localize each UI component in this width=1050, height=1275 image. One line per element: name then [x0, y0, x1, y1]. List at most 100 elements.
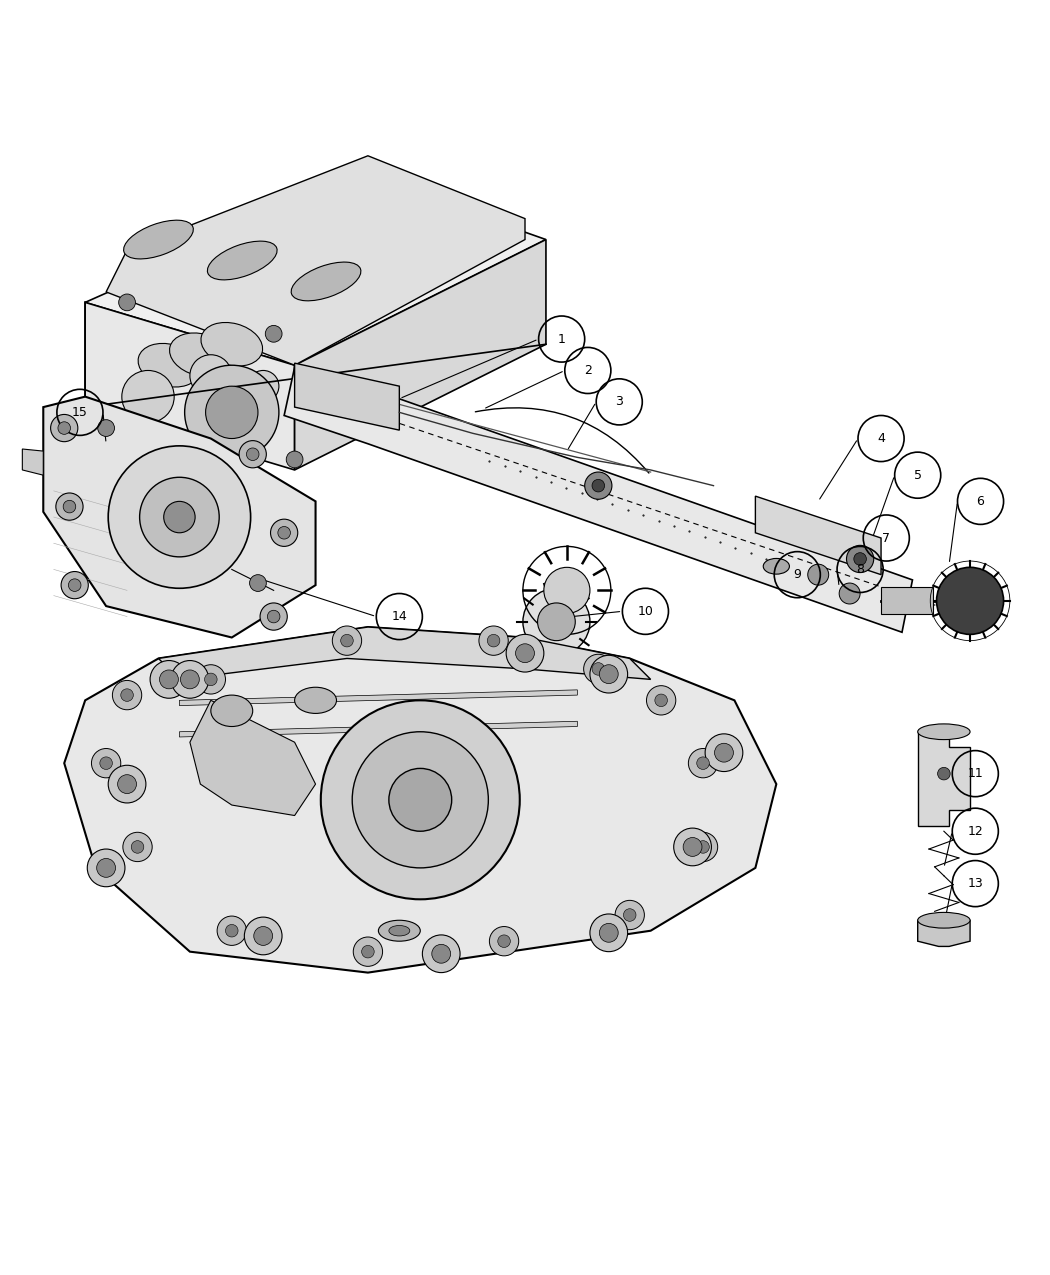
Text: 6: 6 [976, 495, 985, 507]
Circle shape [684, 838, 702, 857]
Text: 12: 12 [967, 825, 983, 838]
Circle shape [697, 840, 710, 853]
Circle shape [388, 769, 452, 831]
Circle shape [937, 567, 1004, 635]
Circle shape [121, 688, 133, 701]
Ellipse shape [201, 323, 262, 366]
Circle shape [592, 479, 605, 492]
Circle shape [260, 603, 288, 630]
Circle shape [278, 527, 291, 539]
Circle shape [245, 917, 282, 955]
Ellipse shape [918, 724, 970, 740]
Circle shape [206, 386, 258, 439]
Circle shape [498, 935, 510, 947]
Circle shape [123, 833, 152, 862]
Circle shape [63, 500, 76, 513]
Circle shape [140, 477, 219, 557]
Ellipse shape [169, 333, 231, 376]
Ellipse shape [208, 241, 277, 280]
Polygon shape [190, 700, 316, 816]
Polygon shape [85, 302, 295, 470]
Circle shape [58, 422, 70, 435]
Circle shape [98, 419, 114, 436]
Text: 2: 2 [584, 363, 592, 377]
Circle shape [854, 552, 866, 565]
Circle shape [271, 519, 298, 547]
Circle shape [254, 927, 273, 945]
Circle shape [119, 295, 135, 311]
Circle shape [584, 654, 613, 683]
Ellipse shape [211, 695, 253, 727]
Circle shape [674, 827, 712, 866]
Circle shape [506, 635, 544, 672]
Circle shape [164, 501, 195, 533]
Circle shape [706, 734, 742, 771]
Circle shape [118, 775, 136, 793]
Circle shape [516, 644, 534, 663]
Circle shape [190, 354, 232, 397]
Circle shape [248, 371, 279, 402]
Text: 1: 1 [558, 333, 566, 346]
Circle shape [432, 945, 450, 963]
Circle shape [353, 937, 382, 966]
Circle shape [655, 694, 668, 706]
Circle shape [585, 472, 612, 500]
Circle shape [287, 451, 303, 468]
Circle shape [938, 768, 950, 780]
Text: 11: 11 [967, 768, 983, 780]
Circle shape [268, 611, 280, 623]
Polygon shape [918, 732, 970, 826]
Circle shape [807, 565, 828, 585]
Ellipse shape [763, 558, 790, 574]
Circle shape [217, 915, 247, 945]
Polygon shape [159, 627, 651, 680]
Text: 5: 5 [914, 469, 922, 482]
Circle shape [479, 626, 508, 655]
Circle shape [196, 664, 226, 694]
Circle shape [689, 833, 718, 862]
Circle shape [422, 935, 460, 973]
Text: 14: 14 [392, 609, 407, 623]
Circle shape [361, 945, 374, 958]
Polygon shape [295, 363, 399, 430]
Polygon shape [106, 156, 525, 365]
Circle shape [185, 365, 279, 459]
Circle shape [689, 748, 718, 778]
Circle shape [50, 414, 78, 441]
Ellipse shape [124, 221, 193, 259]
Ellipse shape [918, 913, 970, 928]
Circle shape [247, 448, 259, 460]
Polygon shape [881, 588, 933, 615]
Circle shape [122, 371, 174, 423]
Polygon shape [918, 921, 970, 946]
Circle shape [205, 673, 217, 686]
Circle shape [538, 603, 575, 640]
Circle shape [624, 909, 636, 922]
Ellipse shape [139, 343, 200, 388]
Polygon shape [43, 397, 316, 638]
Circle shape [590, 914, 628, 951]
Circle shape [332, 626, 361, 655]
Circle shape [697, 757, 710, 769]
Circle shape [523, 588, 590, 655]
Circle shape [108, 446, 251, 588]
Circle shape [100, 757, 112, 769]
Circle shape [226, 924, 238, 937]
Circle shape [846, 546, 874, 572]
Circle shape [600, 923, 618, 942]
Circle shape [87, 849, 125, 886]
Polygon shape [85, 177, 546, 365]
Polygon shape [755, 496, 881, 575]
Ellipse shape [388, 926, 410, 936]
Circle shape [171, 660, 209, 699]
Circle shape [250, 575, 267, 592]
Ellipse shape [291, 263, 361, 301]
Circle shape [266, 325, 282, 342]
Text: 8: 8 [856, 564, 864, 576]
Circle shape [321, 700, 520, 899]
Polygon shape [180, 722, 578, 737]
Circle shape [112, 681, 142, 710]
Circle shape [68, 579, 81, 592]
Polygon shape [22, 449, 43, 476]
Ellipse shape [295, 687, 336, 714]
